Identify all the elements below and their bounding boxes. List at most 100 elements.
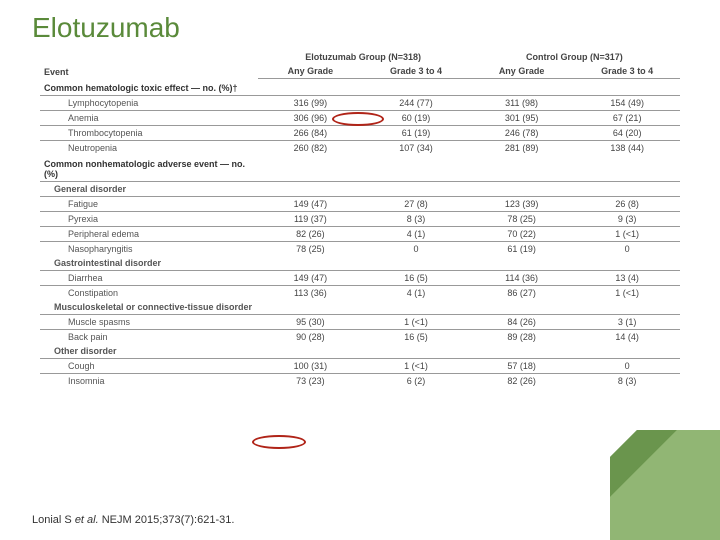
table-row: Diarrhea149 (47)16 (5)114 (36)13 (4) <box>40 270 680 285</box>
cell-value <box>574 256 680 271</box>
cell-value: 301 (95) <box>469 110 575 125</box>
cell-value: 89 (28) <box>469 329 575 344</box>
cell-value: 1 (<1) <box>574 226 680 241</box>
highlight-ellipse <box>252 435 306 449</box>
cell-value: 13 (4) <box>574 270 680 285</box>
cell-value: 0 <box>574 241 680 256</box>
cell-value: 1 (<1) <box>574 285 680 300</box>
cell-value: 82 (26) <box>469 373 575 388</box>
cell-value <box>469 344 575 359</box>
citation-journal: NEJM 2015;373(7):621-31. <box>99 514 235 526</box>
citation-etal: et al. <box>75 514 99 526</box>
cell-value <box>258 256 364 271</box>
cell-value: 113 (36) <box>258 285 364 300</box>
cell-value: 149 (47) <box>258 196 364 211</box>
cell-value: 306 (96) <box>258 110 364 125</box>
row-label: Thrombocytopenia <box>40 125 258 140</box>
table-row: Insomnia73 (23)6 (2)82 (26)8 (3) <box>40 373 680 388</box>
cell-value: 1 (<1) <box>363 358 469 373</box>
row-label: Musculoskeletal or connective-tissue dis… <box>40 300 258 315</box>
cell-value <box>469 155 575 182</box>
cell-value <box>469 256 575 271</box>
cell-value <box>363 155 469 182</box>
cell-value: 86 (27) <box>469 285 575 300</box>
table-row: Muscle spasms95 (30)1 (<1)84 (26)3 (1) <box>40 314 680 329</box>
row-label: Common hematologic toxic effect — no. (%… <box>40 79 258 96</box>
cell-value: 73 (23) <box>258 373 364 388</box>
header-grade34-2: Grade 3 to 4 <box>574 64 680 79</box>
citation-author: Lonial S <box>32 514 75 526</box>
page-title: Elotuzumab <box>0 0 720 44</box>
cell-value: 27 (8) <box>363 196 469 211</box>
cell-value: 8 (3) <box>363 211 469 226</box>
adverse-events-table: Event Elotuzumab Group (N=318) Control G… <box>40 50 680 388</box>
row-label: Constipation <box>40 285 258 300</box>
cell-value: 14 (4) <box>574 329 680 344</box>
row-label: Back pain <box>40 329 258 344</box>
cell-value: 95 (30) <box>258 314 364 329</box>
row-label: Fatigue <box>40 196 258 211</box>
cell-value <box>469 79 575 96</box>
corner-decoration <box>610 430 720 540</box>
row-label: Cough <box>40 358 258 373</box>
cell-value: 246 (78) <box>469 125 575 140</box>
cell-value: 82 (26) <box>258 226 364 241</box>
cell-value: 114 (36) <box>469 270 575 285</box>
cell-value: 244 (77) <box>363 95 469 110</box>
cell-value: 6 (2) <box>363 373 469 388</box>
row-label: Lymphocytopenia <box>40 95 258 110</box>
table-row: General disorder <box>40 181 680 196</box>
cell-value <box>258 155 364 182</box>
cell-value: 149 (47) <box>258 270 364 285</box>
table-row: Other disorder <box>40 344 680 359</box>
cell-value <box>469 300 575 315</box>
cell-value: 4 (1) <box>363 285 469 300</box>
cell-value <box>258 181 364 196</box>
cell-value <box>363 344 469 359</box>
table-row: Fatigue149 (47)27 (8)123 (39)26 (8) <box>40 196 680 211</box>
cell-value: 316 (99) <box>258 95 364 110</box>
row-label: Anemia <box>40 110 258 125</box>
table-row: Back pain90 (28)16 (5)89 (28)14 (4) <box>40 329 680 344</box>
table-row: Nasopharyngitis78 (25)061 (19)0 <box>40 241 680 256</box>
cell-value <box>363 256 469 271</box>
cell-value: 138 (44) <box>574 140 680 155</box>
row-label: Neutropenia <box>40 140 258 155</box>
row-label: Pyrexia <box>40 211 258 226</box>
cell-value <box>574 79 680 96</box>
cell-value: 107 (34) <box>363 140 469 155</box>
cell-value: 4 (1) <box>363 226 469 241</box>
cell-value <box>363 79 469 96</box>
table-row: Cough100 (31)1 (<1)57 (18)0 <box>40 358 680 373</box>
cell-value: 60 (19) <box>363 110 469 125</box>
cell-value: 100 (31) <box>258 358 364 373</box>
table-row: Thrombocytopenia266 (84)61 (19)246 (78)6… <box>40 125 680 140</box>
table-row: Gastrointestinal disorder <box>40 256 680 271</box>
row-label: Muscle spasms <box>40 314 258 329</box>
cell-value: 1 (<1) <box>363 314 469 329</box>
cell-value: 61 (19) <box>363 125 469 140</box>
table-head: Event Elotuzumab Group (N=318) Control G… <box>40 50 680 79</box>
table-row: Constipation113 (36)4 (1)86 (27)1 (<1) <box>40 285 680 300</box>
table-row: Pyrexia119 (37)8 (3)78 (25)9 (3) <box>40 211 680 226</box>
cell-value: 78 (25) <box>469 211 575 226</box>
row-label: General disorder <box>40 181 258 196</box>
row-label: Other disorder <box>40 344 258 359</box>
cell-value: 281 (89) <box>469 140 575 155</box>
citation: Lonial S et al. NEJM 2015;373(7):621-31. <box>32 514 234 526</box>
cell-value: 119 (37) <box>258 211 364 226</box>
cell-value <box>574 181 680 196</box>
header-any-grade-1: Any Grade <box>258 64 364 79</box>
adverse-events-table-wrap: Event Elotuzumab Group (N=318) Control G… <box>0 44 720 388</box>
table-row: Musculoskeletal or connective-tissue dis… <box>40 300 680 315</box>
cell-value: 26 (8) <box>574 196 680 211</box>
cell-value: 84 (26) <box>469 314 575 329</box>
table-row: Peripheral edema82 (26)4 (1)70 (22)1 (<1… <box>40 226 680 241</box>
cell-value: 0 <box>363 241 469 256</box>
cell-value: 154 (49) <box>574 95 680 110</box>
row-label: Insomnia <box>40 373 258 388</box>
table-row: Common nonhematologic adverse event — no… <box>40 155 680 182</box>
cell-value <box>258 300 364 315</box>
cell-value: 78 (25) <box>258 241 364 256</box>
table-row: Lymphocytopenia316 (99)244 (77)311 (98)1… <box>40 95 680 110</box>
